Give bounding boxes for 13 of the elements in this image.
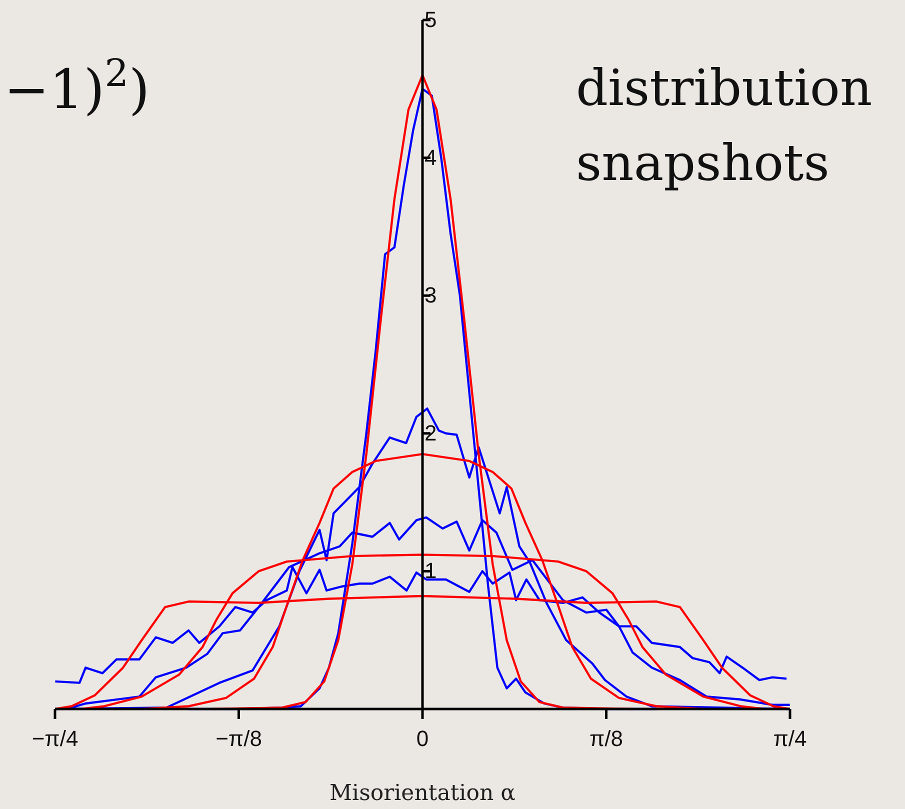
y-tick-label: 3 (424, 282, 437, 308)
y-tick-label: 1 (424, 558, 437, 584)
x-tick-label: π/4 (773, 726, 807, 752)
y-tick-label: 5 (424, 7, 437, 32)
y-tick-label: 2 (424, 420, 437, 446)
x-tick-label: −π/4 (32, 726, 78, 752)
text: distribution snapshots (576, 59, 872, 192)
x-axis-title: Misorientation α (330, 781, 516, 806)
x-tick-label: π/8 (589, 726, 624, 752)
y-tick-label: 4 (424, 144, 437, 170)
x-tick-label: 0 (416, 726, 429, 752)
x-tick-label: −π/8 (216, 726, 262, 752)
annotation: −1)$^{2}$) (4, 51, 150, 121)
